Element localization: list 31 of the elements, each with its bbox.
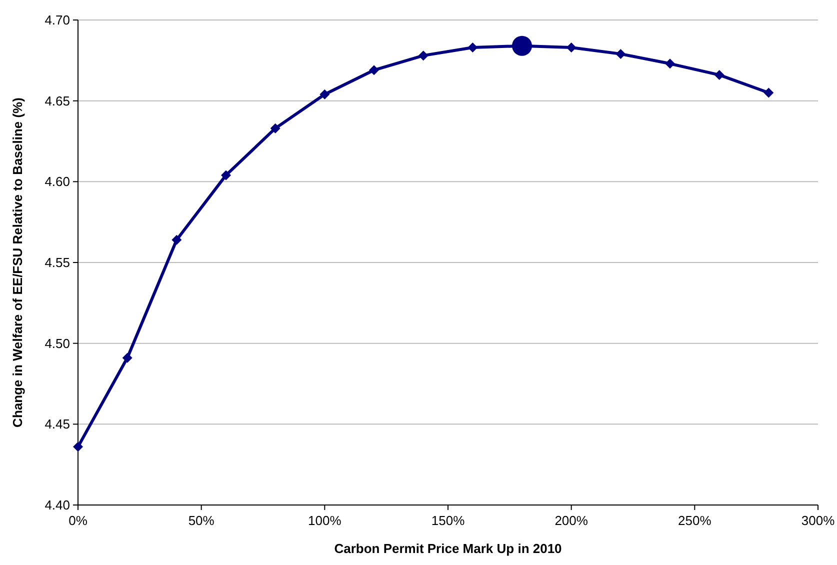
point bbox=[764, 88, 774, 98]
point bbox=[512, 36, 532, 56]
point bbox=[714, 70, 724, 80]
y-tick-label: 4.55 bbox=[44, 255, 70, 270]
point bbox=[122, 352, 132, 363]
y-tick-label: 4.45 bbox=[44, 416, 70, 432]
point bbox=[73, 442, 83, 452]
x-tick-label: 300% bbox=[801, 513, 836, 528]
x-tick-label: 100% bbox=[308, 513, 342, 528]
x-tick-label: 50% bbox=[188, 513, 215, 528]
x-tick-label: 200% bbox=[554, 513, 588, 528]
point bbox=[468, 42, 478, 52]
point bbox=[270, 123, 280, 134]
point bbox=[369, 65, 379, 76]
point bbox=[172, 234, 182, 245]
y-tick-label: 4.60 bbox=[44, 174, 70, 190]
point bbox=[665, 58, 675, 69]
x-tick-label: 250% bbox=[678, 513, 712, 528]
y-tick-label: 4.70 bbox=[44, 12, 70, 28]
y-tick-label: 4.65 bbox=[44, 93, 70, 108]
y-tick-label: 4.50 bbox=[44, 336, 70, 351]
point bbox=[221, 170, 231, 180]
y-axis-title: Change in Welfare of EE/FSU Relative to Baseline (%) bbox=[10, 98, 25, 428]
x-tick-label: 150% bbox=[431, 513, 466, 528]
point bbox=[418, 50, 428, 61]
point bbox=[320, 89, 330, 100]
x-axis-title: Carbon Permit Price Mark Up in 2010 bbox=[334, 541, 562, 556]
point bbox=[616, 48, 626, 59]
point bbox=[566, 42, 576, 52]
x-tick-label: 0% bbox=[68, 513, 88, 528]
y-tick-label: 4.40 bbox=[44, 498, 70, 513]
